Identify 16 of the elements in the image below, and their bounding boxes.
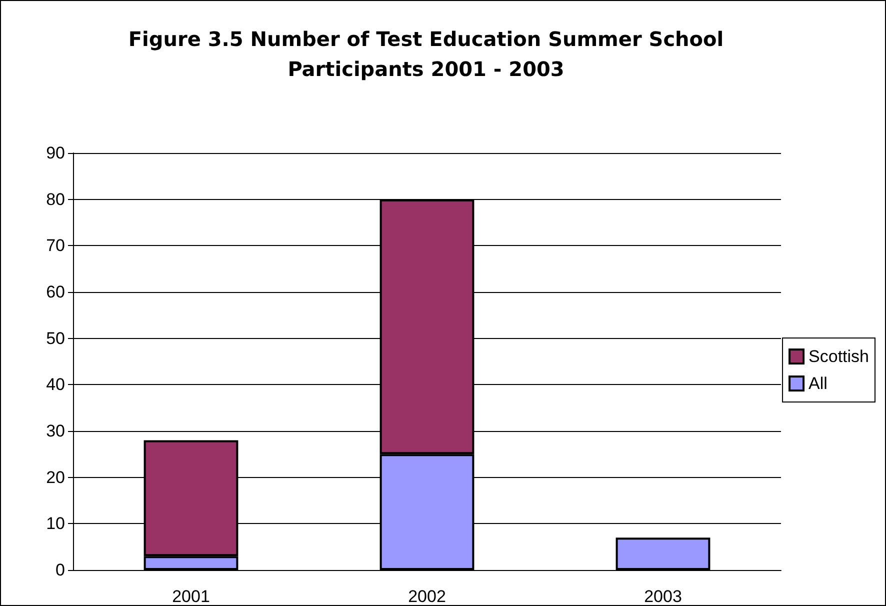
- x-tick-label: 2003: [644, 587, 682, 606]
- y-tick-label: 90: [46, 144, 65, 162]
- y-tick-label: 60: [46, 282, 65, 302]
- y-tick-label: 70: [46, 236, 65, 256]
- y-tick-label: 50: [46, 328, 65, 348]
- legend-label: All: [808, 374, 828, 393]
- x-tick-label: 2001: [172, 587, 210, 606]
- chart-title: Figure 3.5 Number of Test Education Summer School Participants 2001 - 2003: [128, 27, 724, 81]
- y-tick-label: 40: [46, 375, 65, 394]
- legend-label: Scottish: [808, 347, 870, 366]
- y-tick-label: 10: [46, 514, 65, 534]
- y-tick-label: 30: [46, 422, 65, 440]
- y-tick-label: 0: [56, 560, 65, 580]
- x-tick-label: 2002: [408, 587, 446, 606]
- y-tick-label: 20: [46, 468, 65, 487]
- y-tick-label: 80: [46, 190, 65, 209]
